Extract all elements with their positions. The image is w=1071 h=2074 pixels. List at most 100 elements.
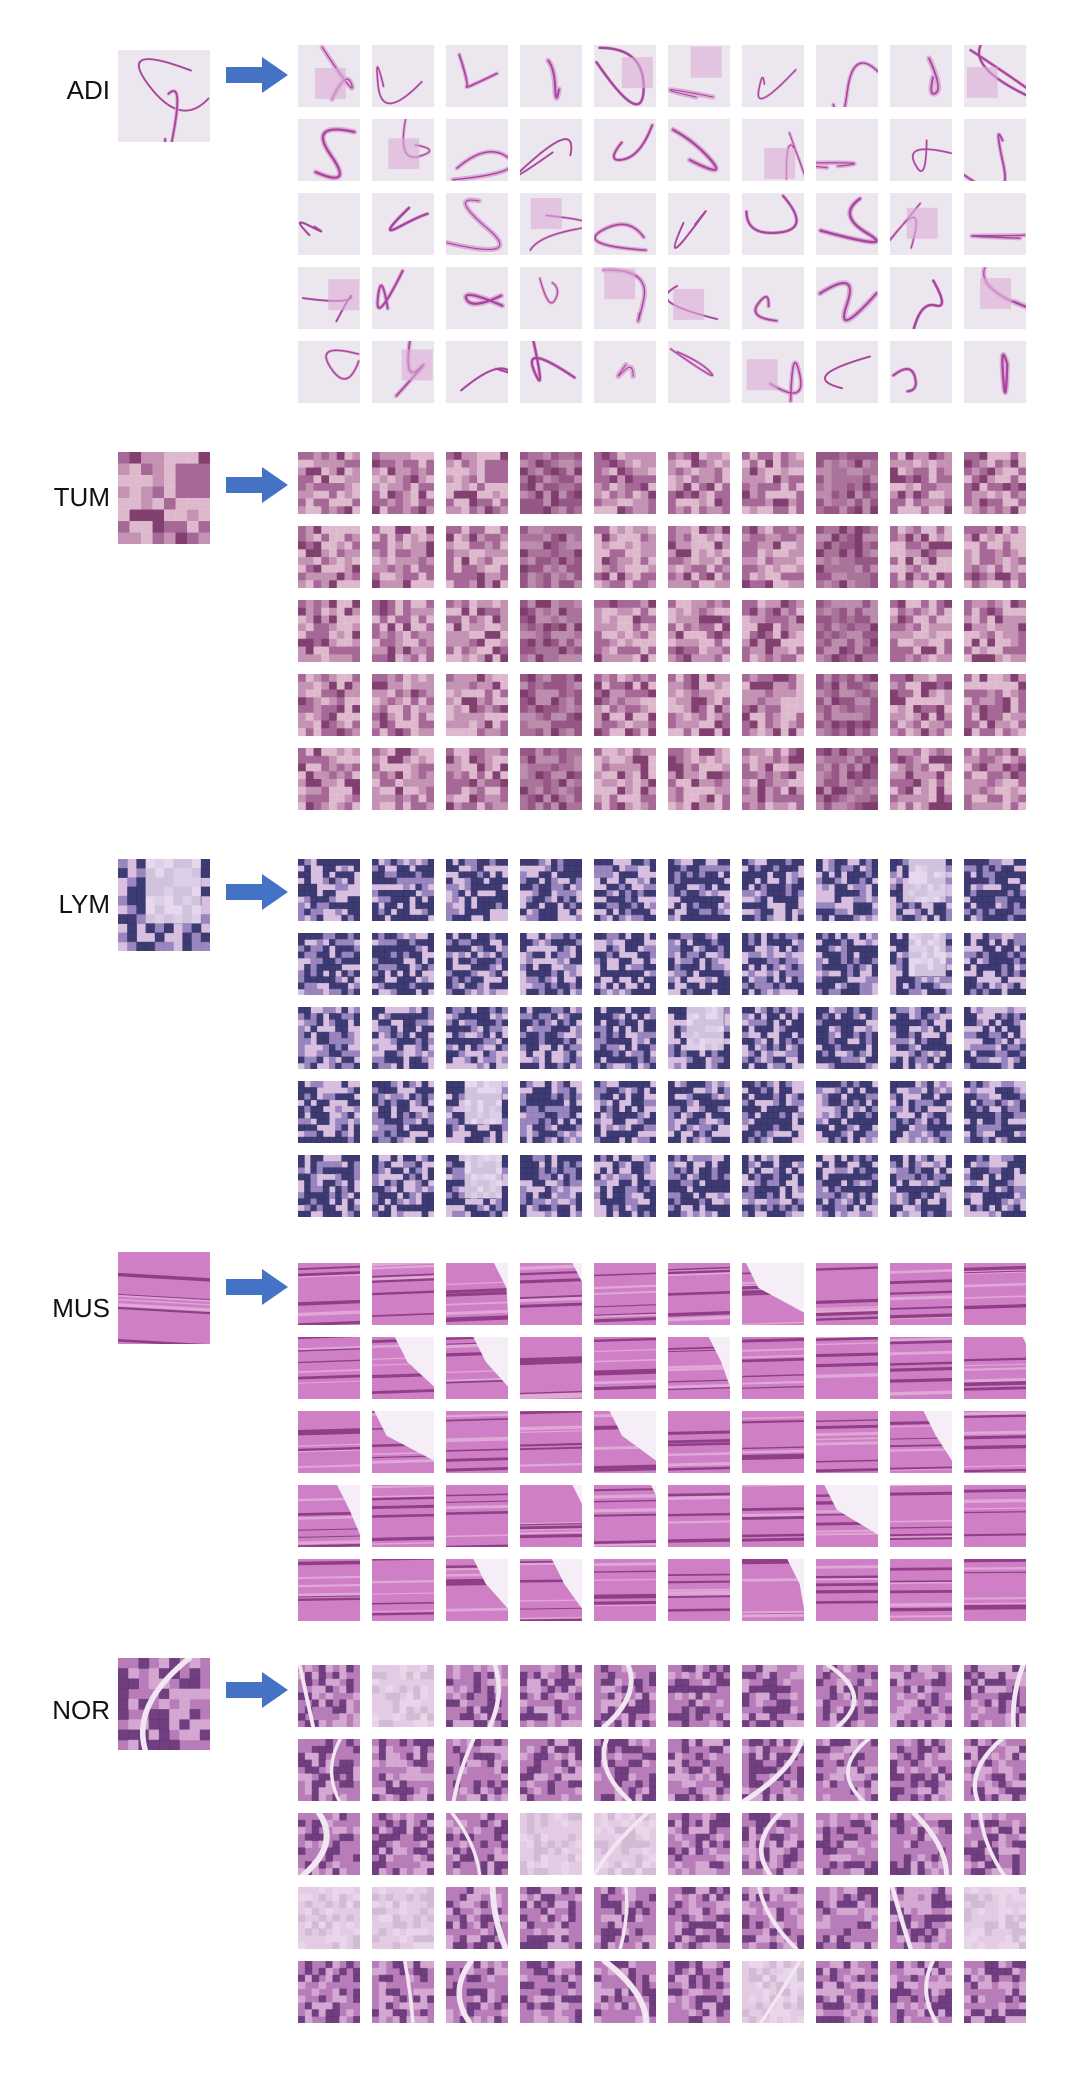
retrieved-patch — [816, 1007, 878, 1069]
retrieved-patch — [298, 1665, 360, 1727]
tissue-patch-image — [816, 1007, 878, 1069]
retrieved-patch — [816, 600, 878, 662]
tissue-patch-image — [520, 1155, 582, 1217]
retrieved-patch — [668, 1081, 730, 1143]
retrieved-patch — [816, 1411, 878, 1473]
tissue-patch-image — [964, 1739, 1026, 1801]
tissue-patch-image — [520, 341, 582, 403]
retrieved-patch — [520, 1263, 582, 1325]
tissue-patch-image — [446, 526, 508, 588]
query-image — [118, 50, 210, 142]
retrieved-patch — [668, 1961, 730, 2023]
retrieved-patch — [594, 452, 656, 514]
retrieved-patch — [890, 1263, 952, 1325]
tissue-patch-image — [964, 452, 1026, 514]
retrieved-patch — [372, 1485, 434, 1547]
tissue-patch-image — [372, 1155, 434, 1217]
tissue-patch-image — [668, 1961, 730, 2023]
retrieved-patch — [520, 1887, 582, 1949]
retrieved-patch — [298, 1559, 360, 1621]
tissue-patch-image — [890, 267, 952, 329]
tissue-patch-image — [816, 1559, 878, 1621]
retrieved-patch — [446, 452, 508, 514]
retrieved-patch — [594, 1665, 656, 1727]
retrieved-patch — [594, 859, 656, 921]
tissue-patch-image — [964, 933, 1026, 995]
tissue-patch-image — [890, 119, 952, 181]
tissue-patch-image — [890, 1739, 952, 1801]
retrieved-patch — [742, 1485, 804, 1547]
tissue-patch-image — [446, 341, 508, 403]
retrieved-patch — [890, 119, 952, 181]
retrieved-patch — [372, 267, 434, 329]
tissue-patch-image — [594, 859, 656, 921]
tissue-patch-image — [890, 1559, 952, 1621]
tissue-patch-image — [816, 45, 878, 107]
retrieved-patch — [816, 1887, 878, 1949]
retrieved-patch — [372, 1263, 434, 1325]
tissue-patch-image — [742, 1961, 804, 2023]
retrieved-patch — [372, 1411, 434, 1473]
retrieved-patch — [446, 1337, 508, 1399]
retrieved-patch — [520, 526, 582, 588]
tissue-patch-image — [668, 1155, 730, 1217]
tissue-patch-image — [890, 341, 952, 403]
retrieved-patch — [964, 119, 1026, 181]
tissue-patch-image — [816, 1887, 878, 1949]
retrieved-patch — [668, 1887, 730, 1949]
retrieved-patch — [668, 1263, 730, 1325]
retrieved-patch — [446, 526, 508, 588]
tissue-patch-image — [298, 748, 360, 810]
retrieved-patch — [890, 1411, 952, 1473]
tissue-patch-image — [298, 1485, 360, 1547]
retrieved-patch — [372, 452, 434, 514]
tissue-patch-image — [890, 193, 952, 255]
retrieved-patch — [816, 193, 878, 255]
class-label: TUM — [53, 482, 110, 512]
retrieved-patch — [446, 1155, 508, 1217]
tissue-patch-image — [668, 1665, 730, 1727]
retrieved-patch — [816, 1337, 878, 1399]
tissue-patch-image — [520, 45, 582, 107]
retrieved-patch — [372, 933, 434, 995]
tissue-patch-image — [890, 1485, 952, 1547]
tissue-patch-image — [890, 1155, 952, 1217]
class-label: LYM — [58, 889, 110, 919]
retrieved-patch — [446, 193, 508, 255]
tissue-patch-image — [446, 1155, 508, 1217]
tissue-patch-image — [372, 45, 434, 107]
retrieved-patch — [668, 748, 730, 810]
tissue-patch-image — [668, 267, 730, 329]
tissue-patch-image — [446, 1887, 508, 1949]
retrieved-patch — [890, 45, 952, 107]
retrieved-patch — [594, 119, 656, 181]
tissue-patch-image — [298, 193, 360, 255]
tissue-patch-image — [816, 674, 878, 736]
retrieved-patch — [298, 119, 360, 181]
tissue-patch-image — [890, 526, 952, 588]
tissue-patch-image — [964, 45, 1026, 107]
tissue-patch-image — [520, 1961, 582, 2023]
query-image — [118, 1252, 210, 1344]
tissue-patch-image — [520, 1411, 582, 1473]
tissue-patch-image — [594, 193, 656, 255]
query-image — [118, 1658, 210, 1750]
retrieved-patch — [964, 1961, 1026, 2023]
tissue-patch-image — [594, 1411, 656, 1473]
tissue-patch-image — [742, 1813, 804, 1875]
tissue-patch-image — [964, 1263, 1026, 1325]
tissue-patch-image — [298, 600, 360, 662]
retrieved-patch — [816, 1665, 878, 1727]
retrieved-patch — [668, 119, 730, 181]
tissue-patch-image — [446, 1559, 508, 1621]
tissue-patch-image — [742, 452, 804, 514]
tissue-patch-image — [742, 267, 804, 329]
tissue-patch-image — [446, 1961, 508, 2023]
tissue-patch-image — [372, 341, 434, 403]
retrieved-patch — [372, 45, 434, 107]
retrieved-patch — [890, 600, 952, 662]
tissue-patch-image — [816, 341, 878, 403]
retrieved-patch — [816, 1739, 878, 1801]
retrieved-patch — [742, 1081, 804, 1143]
tissue-patch-image — [298, 1155, 360, 1217]
